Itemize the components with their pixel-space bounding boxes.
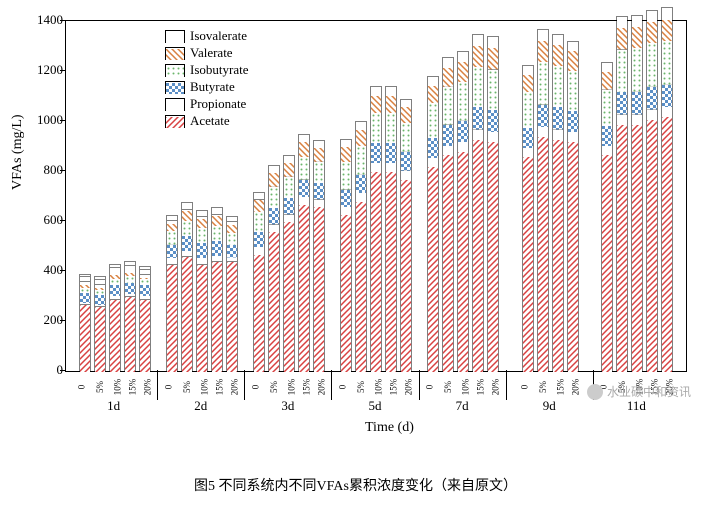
bar <box>340 139 352 372</box>
bar-label: 0 <box>250 385 260 390</box>
bar <box>537 29 549 372</box>
bar <box>601 62 613 371</box>
y-tick: 800 <box>23 162 63 178</box>
bar <box>139 266 151 371</box>
legend-item: Isovalerate <box>165 28 248 44</box>
y-tick: 1000 <box>23 112 63 128</box>
y-tick: 400 <box>23 262 63 278</box>
bar-label: 10% <box>460 379 470 396</box>
bar <box>616 16 628 371</box>
bar-label: 10% <box>286 379 296 396</box>
legend-label: Isovalerate <box>190 28 247 44</box>
bar <box>313 140 325 371</box>
bar-label: 0 <box>163 385 173 390</box>
bar-label: 15% <box>555 379 565 396</box>
bar <box>253 192 265 371</box>
bar <box>552 34 564 372</box>
bar <box>166 215 178 371</box>
group-label: 7d <box>424 398 501 414</box>
legend-label: Isobutyrate <box>190 62 248 78</box>
bar <box>79 274 91 372</box>
group-label: 1d <box>75 398 152 414</box>
group-label: 11d <box>598 398 675 414</box>
bar <box>457 51 469 371</box>
bar <box>94 276 106 371</box>
bar <box>226 216 238 371</box>
bar <box>370 86 382 371</box>
bar <box>646 10 658 371</box>
bar-label: 5% <box>95 381 105 393</box>
bar-label: 10% <box>199 379 209 396</box>
bar <box>631 15 643 371</box>
legend-label: Butyrate <box>190 79 235 95</box>
bar-label: 5% <box>443 381 453 393</box>
bar <box>283 155 295 371</box>
bar <box>355 121 367 371</box>
bar-label: 15% <box>475 379 485 396</box>
legend-item: Butyrate <box>165 79 248 95</box>
bar <box>298 134 310 372</box>
bar <box>661 7 673 371</box>
bar-label: 20% <box>570 379 580 396</box>
group-label: 5d <box>336 398 413 414</box>
bar-label: 0 <box>424 385 434 390</box>
bar-label: 0 <box>76 385 86 390</box>
figure-caption: 图5 不同系统内不同VFAs累积浓度变化（来自原文） <box>0 475 711 495</box>
bar-label: 10% <box>112 379 122 396</box>
bar <box>385 86 397 371</box>
bar <box>124 261 136 371</box>
bar-label: 5% <box>538 381 548 393</box>
bar <box>268 165 280 371</box>
bar-label: 15% <box>214 379 224 396</box>
bar <box>487 36 499 371</box>
legend-item: Valerate <box>165 45 248 61</box>
legend-label: Propionate <box>190 96 246 112</box>
bar <box>196 210 208 371</box>
bar <box>211 207 223 371</box>
bar <box>427 76 439 371</box>
bar-label: 20% <box>403 379 413 396</box>
plot-area <box>65 20 687 372</box>
bar-label: 5% <box>356 381 366 393</box>
bar <box>522 65 534 371</box>
bar-label: 20% <box>490 379 500 396</box>
y-tick: 600 <box>23 212 63 228</box>
legend-item: Isobutyrate <box>165 62 248 78</box>
legend: IsovalerateValerateIsobutyrateButyratePr… <box>165 28 248 130</box>
bar-label: 10% <box>373 379 383 396</box>
bar <box>472 34 484 372</box>
x-axis-label: Time (d) <box>365 420 414 436</box>
y-tick: 0 <box>23 362 63 378</box>
chart-container: VFAs (mg/L) Time (d) 0200400600800100012… <box>0 0 711 460</box>
bar-label: 15% <box>388 379 398 396</box>
bar-label: 20% <box>142 379 152 396</box>
group-label: 9d <box>511 398 588 414</box>
watermark-icon <box>587 384 603 400</box>
bar-label: 20% <box>229 379 239 396</box>
bar-label: 0 <box>337 385 347 390</box>
watermark: 水业碳中和资讯 <box>587 383 691 400</box>
y-tick: 1400 <box>23 12 63 28</box>
bar-label: 20% <box>316 379 326 396</box>
legend-item: Propionate <box>165 96 248 112</box>
legend-item: Acetate <box>165 113 248 129</box>
y-tick: 200 <box>23 312 63 328</box>
bar-label: 15% <box>127 379 137 396</box>
legend-label: Acetate <box>190 113 230 129</box>
bar-label: 0 <box>519 385 529 390</box>
group-label: 2d <box>162 398 239 414</box>
group-label: 3d <box>249 398 326 414</box>
bar <box>109 264 121 372</box>
y-tick: 1200 <box>23 62 63 78</box>
legend-label: Valerate <box>190 45 233 61</box>
watermark-text: 水业碳中和资讯 <box>607 383 691 400</box>
bar-label: 5% <box>182 381 192 393</box>
bar <box>567 41 579 371</box>
bar <box>181 202 193 371</box>
bar-label: 15% <box>301 379 311 396</box>
bar <box>400 99 412 372</box>
bar-label: 5% <box>269 381 279 393</box>
bar <box>442 57 454 371</box>
